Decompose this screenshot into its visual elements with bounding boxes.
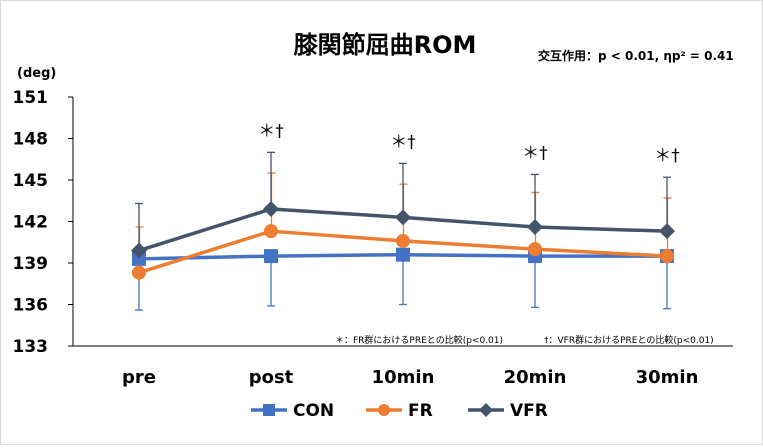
- fr-data-point: [264, 224, 278, 239]
- vfr-data-point: [659, 223, 675, 240]
- fr-data-point: [396, 233, 410, 248]
- series-group: [131, 201, 675, 280]
- x-tick-label: pre: [122, 367, 156, 388]
- y-tick-label: 148: [13, 130, 49, 150]
- legend: CON FR VFR: [251, 401, 548, 421]
- significance-marks-group: ＊† ＊† ＊† ＊†: [258, 121, 680, 166]
- x-tick-label: 10min: [372, 367, 435, 388]
- vfr-data-point: [395, 209, 411, 226]
- y-tick-label: 142: [13, 213, 49, 233]
- y-tick-label: 133: [13, 337, 49, 357]
- footnote-vfr: †：VFR群におけるPREとの比較(p<0.01): [544, 334, 714, 346]
- axes-group: 133 136 139 142 145 148 151 pre post 10min 20min 30…: [13, 88, 733, 388]
- legend-vfr-label: VFR: [510, 401, 548, 421]
- fr-data-point: [660, 249, 674, 264]
- con-data-point: [132, 251, 146, 266]
- x-tick-label: 30min: [636, 367, 699, 388]
- vfr-data-point: [527, 219, 543, 236]
- significance-mark: ＊†: [390, 132, 416, 152]
- legend-con-label: CON: [293, 401, 334, 421]
- y-tick-label: 136: [13, 296, 49, 316]
- con-data-point: [396, 247, 410, 262]
- fr-data-point: [132, 265, 146, 280]
- interaction-annotation: 交互作用：p < 0.01, ηp² = 0.41: [538, 48, 734, 63]
- footnote-fr: ＊：FR群におけるPREとの比較(p<0.01): [335, 334, 503, 346]
- y-tick-label: 151: [13, 88, 49, 108]
- fr-data-point: [528, 242, 542, 257]
- x-tick-label: 20min: [504, 367, 567, 388]
- legend-fr-label: FR: [408, 401, 433, 421]
- y-axis-unit-label: (deg): [17, 66, 56, 81]
- con-data-point: [264, 249, 278, 264]
- vfr-data-point: [131, 242, 147, 259]
- y-tick-label: 145: [13, 171, 49, 191]
- vfr-data-point: [263, 201, 279, 218]
- legend-fr-marker: [378, 404, 390, 416]
- significance-mark: ＊†: [258, 121, 284, 141]
- x-tick-label: post: [249, 367, 294, 388]
- y-tick-label: 139: [13, 254, 49, 274]
- chart-title: 膝関節屈曲ROM: [294, 31, 477, 59]
- significance-mark: ＊†: [654, 146, 680, 166]
- legend-vfr-marker: [479, 403, 493, 417]
- legend-con-marker: [263, 404, 275, 416]
- significance-mark: ＊†: [522, 143, 548, 163]
- error-bars-group: [135, 151, 672, 311]
